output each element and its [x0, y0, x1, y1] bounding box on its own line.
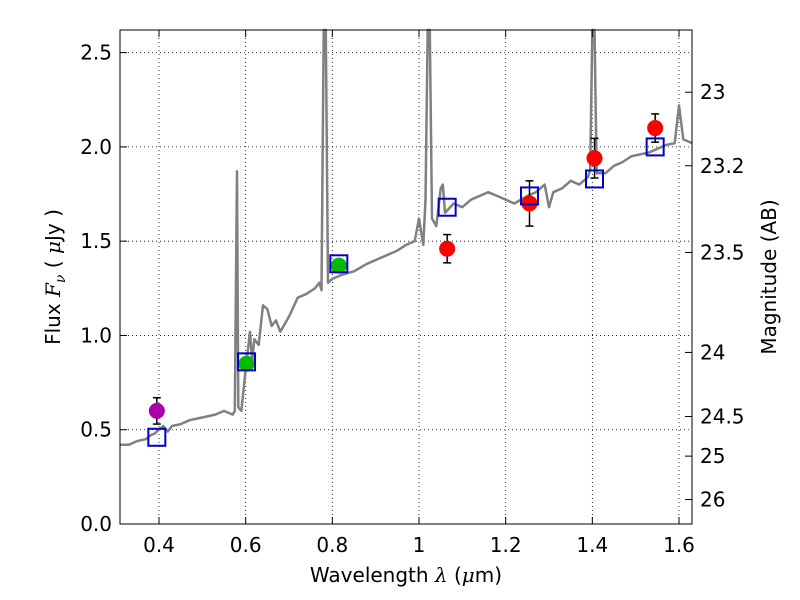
right-tick-label: 23.2: [700, 154, 745, 178]
right-tick-label: 23: [700, 80, 725, 104]
right-tick-label: 25: [700, 444, 725, 468]
model-photometry-point: [147, 427, 167, 447]
observed-point: [238, 355, 255, 372]
y-tick-label: 0.0: [80, 512, 112, 536]
model-photometry-point: [645, 137, 665, 157]
observed-point: [586, 150, 603, 167]
model-photometry-point: [237, 352, 257, 372]
observed-point: [439, 240, 456, 257]
right-tick-label: 26: [700, 487, 725, 511]
y-tick-label: 1.0: [80, 323, 112, 347]
y-tick-label: 1.5: [80, 229, 112, 253]
y-axis-label-left: Flux Fν ( μJy ): [41, 209, 69, 345]
x-tick-label: 0.8: [316, 533, 348, 557]
spectrum-line: [120, 28, 693, 447]
model-photometry-point: [329, 254, 349, 274]
observed-point: [647, 120, 664, 137]
x-tick-label: 0.6: [230, 533, 262, 557]
x-tick-label: 1.2: [490, 533, 522, 557]
y-tick-label: 0.5: [80, 418, 112, 442]
grid: [120, 30, 692, 525]
axis-ticks: 0.4 0.6 0.8 1 1.2 1.4 1.6 0.0 0.5 1.0 1.5 2.0 2.5 23 2…: [80, 30, 745, 557]
x-tick-label: 1.6: [663, 533, 695, 557]
right-tick-label: 23.5: [700, 240, 745, 264]
x-axis-label: Wavelength λ (μm): [310, 563, 502, 587]
y-axis-label-right: Magnitude (AB): [757, 199, 781, 354]
y-tick-label: 2.0: [80, 135, 112, 159]
model-photometry-point: [585, 169, 604, 189]
x-tick-label: 0.4: [143, 533, 175, 557]
observed-point: [148, 402, 165, 419]
y-tick-label: 2.5: [80, 41, 112, 65]
x-tick-label: 1: [413, 533, 426, 557]
model-photometry-point: [520, 186, 539, 206]
plot-frame: [119, 29, 693, 525]
right-tick-label: 24.5: [700, 405, 745, 429]
x-tick-label: 1.4: [576, 533, 608, 557]
photometry-points: [147, 113, 665, 447]
model-spectrum: [120, 28, 693, 447]
right-tick-label: 24: [700, 340, 725, 364]
observed-point: [330, 257, 347, 274]
model-photometry-point: [437, 197, 457, 217]
